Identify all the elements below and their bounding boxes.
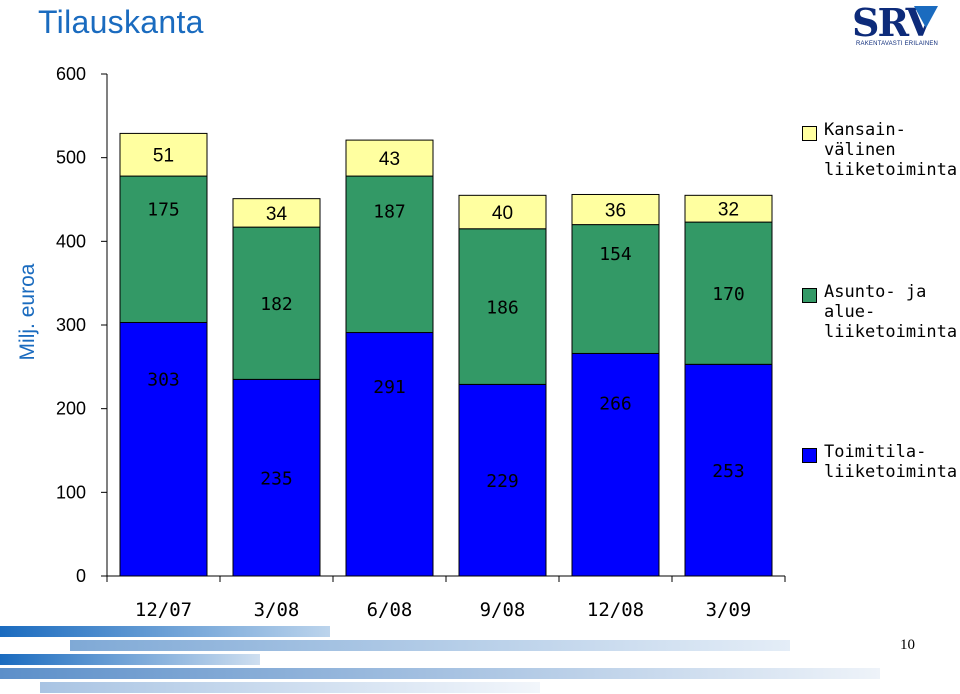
x-tick-label: 12/08 [587, 599, 644, 621]
bar-segment-housing [571, 224, 660, 354]
bar-segment-business [458, 383, 547, 577]
data-label-housing: 170 [712, 284, 745, 305]
data-label-international: 34 [266, 204, 288, 225]
x-tick-label: 3/08 [254, 599, 300, 621]
x-tick-label: 3/09 [706, 599, 752, 621]
legend-swatch-business [802, 448, 817, 463]
data-label-business: 229 [486, 471, 519, 492]
data-label-international: 43 [379, 149, 400, 170]
page-number: 10 [900, 637, 915, 653]
bar-segment-housing [684, 221, 773, 365]
logo-tagline: RAKENTAVASTI ERILAINEN [856, 41, 939, 47]
bar-segment-business [571, 352, 660, 577]
bar-segment-international [232, 198, 321, 228]
data-label-housing: 186 [486, 298, 519, 319]
data-label-housing: 175 [147, 199, 180, 220]
bar-segment-business [684, 363, 773, 577]
legend-label-housing: Asunto- ja alue- liiketoiminta [824, 282, 958, 342]
legend-label-business: Toimitila- liiketoiminta [824, 442, 958, 482]
bar-segment-business [345, 332, 434, 577]
bar-segment-housing [345, 175, 434, 334]
data-label-international: 36 [605, 201, 626, 222]
bar-segment-international [571, 193, 660, 226]
page-title: Tilauskanta [38, 4, 204, 40]
data-label-housing: 182 [260, 294, 293, 315]
x-tick-label: 6/08 [367, 599, 413, 621]
data-label-business: 253 [712, 461, 745, 482]
bar-segment-business [119, 321, 208, 577]
legend-swatch-housing [802, 288, 817, 303]
legend-label-international: Kansain- välinen liiketoiminta [824, 120, 958, 180]
y-tick-label: 100 [56, 482, 86, 502]
y-tick-label: 0 [76, 566, 86, 586]
data-label-business: 235 [260, 469, 293, 490]
bar-segment-business [232, 378, 321, 577]
bar-segment-international [119, 132, 208, 177]
y-tick-label: 500 [56, 148, 86, 168]
y-tick-label: 300 [56, 315, 86, 335]
data-label-business: 291 [373, 377, 406, 398]
srv-logo: SRV RAKENTAVASTI ERILAINEN [852, 0, 939, 50]
y-tick-label: 600 [56, 64, 86, 84]
bar-segment-international [684, 194, 773, 223]
bar-segment-housing [458, 228, 547, 385]
bar-segment-international [345, 139, 434, 177]
decorative-stripes [0, 622, 920, 694]
data-label-business: 303 [147, 369, 180, 390]
legend-swatch-international [802, 126, 817, 141]
logo-triangle-icon [914, 6, 938, 28]
x-tick-label: 9/08 [480, 599, 526, 621]
y-tick-label: 400 [56, 231, 86, 251]
data-label-housing: 187 [373, 201, 406, 222]
y-tick-label: 200 [56, 399, 86, 419]
data-label-international: 40 [492, 203, 513, 224]
data-label-business: 266 [599, 393, 632, 414]
bar-segment-international [458, 194, 547, 230]
data-label-housing: 154 [599, 244, 632, 265]
bar-segment-housing [119, 175, 208, 323]
data-label-international: 51 [153, 146, 174, 167]
x-tick-label: 12/07 [135, 599, 192, 621]
data-label-international: 32 [718, 200, 739, 221]
